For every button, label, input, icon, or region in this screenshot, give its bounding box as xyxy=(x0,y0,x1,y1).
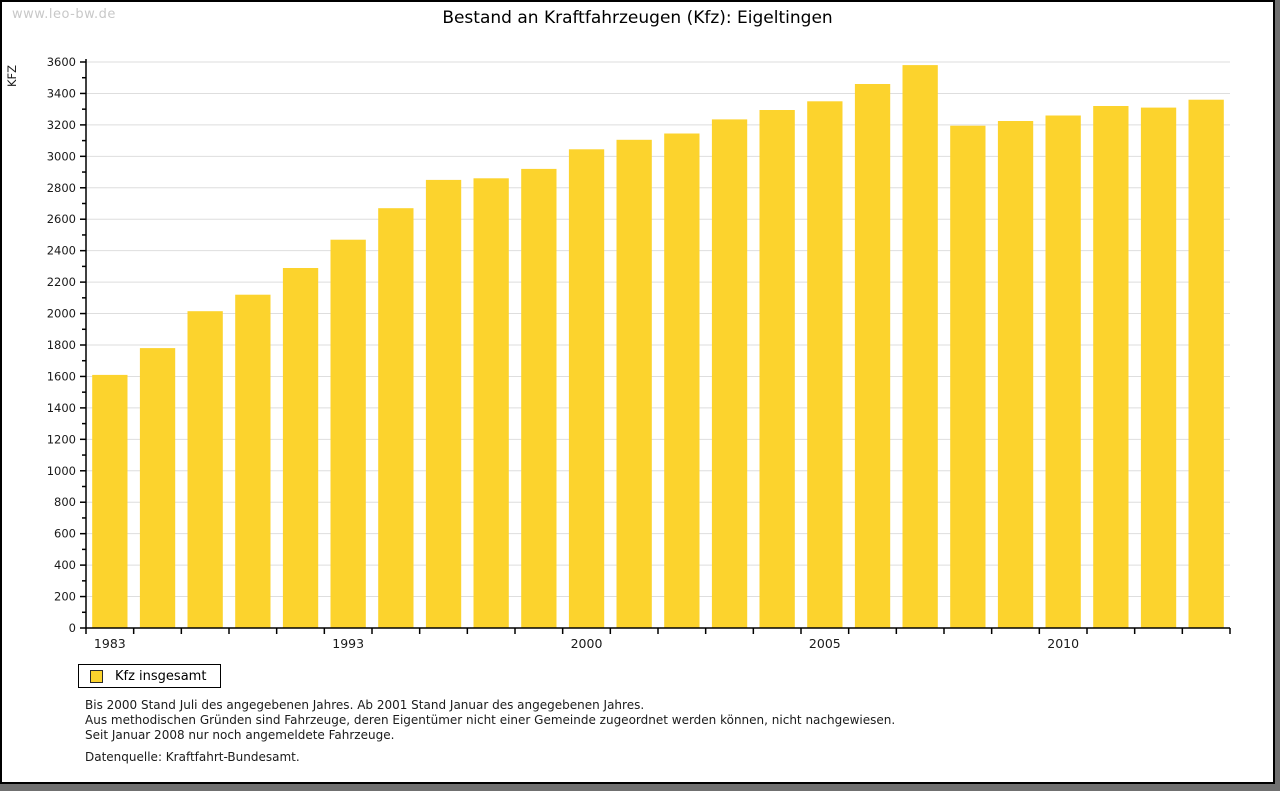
footnote-line: Bis 2000 Stand Juli des angegebenen Jahr… xyxy=(85,698,645,712)
data-source: Datenquelle: Kraftfahrt-Bundesamt. xyxy=(85,750,300,764)
bar-2000 xyxy=(568,149,605,629)
bar-1987 xyxy=(187,311,223,628)
chart-title: Bestand an Kraftfahrzeugen (Kfz): Eigelt… xyxy=(442,8,833,28)
bar-1991 xyxy=(282,268,319,628)
bar-1998 xyxy=(473,178,509,629)
y-tick-label-2400: 2400 xyxy=(47,244,76,258)
y-tick-label-600: 600 xyxy=(54,527,76,541)
bar-2007 xyxy=(902,65,938,629)
y-tick-label-2000: 2000 xyxy=(47,307,76,321)
footnote-line: Seit Januar 2008 nur noch angemeldete Fa… xyxy=(85,728,395,742)
y-tick-label-400: 400 xyxy=(54,558,76,572)
bar-1999 xyxy=(521,168,557,628)
y-tick-label-1800: 1800 xyxy=(47,338,76,352)
x-tick-label-1983: 1983 xyxy=(94,636,126,651)
bar-2004 xyxy=(759,110,795,628)
x-tick-label-2010: 2010 xyxy=(1047,636,1079,651)
bar-2006 xyxy=(854,84,891,628)
bar-2012 xyxy=(1140,107,1177,629)
bar-2008 xyxy=(950,125,986,628)
y-tick-label-3000: 3000 xyxy=(47,149,76,163)
x-tick-label-1993: 1993 xyxy=(332,636,364,651)
x-tick-label-2005: 2005 xyxy=(809,636,841,651)
legend-color-swatch xyxy=(90,669,103,683)
footnote-line: Aus methodischen Gründen sind Fahrzeuge,… xyxy=(85,713,896,727)
chart-footnotes: Bis 2000 Stand Juli des angegebenen Jahr… xyxy=(85,698,895,743)
legend-series-label: Kfz insgesamt xyxy=(115,668,207,684)
bar-1997 xyxy=(425,179,462,628)
y-tick-label-1000: 1000 xyxy=(47,464,76,478)
bar-chart: 0 200 400 600 800 1000 1200 1400 1600 1800 2000 220… xyxy=(5,55,1231,651)
y-tick-label-3400: 3400 xyxy=(47,86,76,100)
y-axis-title: KFZ xyxy=(5,65,19,87)
y-tick-label-1600: 1600 xyxy=(47,369,76,383)
y-tick-label-3600: 3600 xyxy=(47,55,76,69)
bar-2002 xyxy=(664,133,700,628)
y-tick-label-200: 200 xyxy=(54,590,76,604)
y-tick-label-800: 800 xyxy=(54,495,76,509)
bar-2005 xyxy=(807,101,843,629)
y-tick-label-2800: 2800 xyxy=(47,181,76,195)
bar-1993 xyxy=(330,239,366,628)
y-tick-label-1400: 1400 xyxy=(47,401,76,415)
x-tick-label-2000: 2000 xyxy=(571,636,603,651)
watermark-leo-bw: www.leo-bw.de xyxy=(12,7,116,22)
bar-2009 xyxy=(997,121,1034,628)
y-tick-label-3200: 3200 xyxy=(47,118,76,132)
bar-2001 xyxy=(616,139,652,629)
bar-2011 xyxy=(1093,106,1129,628)
bar-1995 xyxy=(378,208,414,628)
bar-1989 xyxy=(235,294,271,628)
bar-2010 xyxy=(1045,115,1081,628)
bar-2013 xyxy=(1188,99,1224,628)
y-tick-label-2200: 2200 xyxy=(47,275,76,289)
y-tick-label-1200: 1200 xyxy=(47,432,76,446)
bar-1983 xyxy=(92,374,128,628)
y-tick-label-2600: 2600 xyxy=(47,212,76,226)
bar-2003 xyxy=(711,119,748,629)
bar-1985 xyxy=(139,348,176,628)
legend: Kfz insgesamt xyxy=(78,664,222,688)
y-tick-label-0: 0 xyxy=(69,621,76,635)
